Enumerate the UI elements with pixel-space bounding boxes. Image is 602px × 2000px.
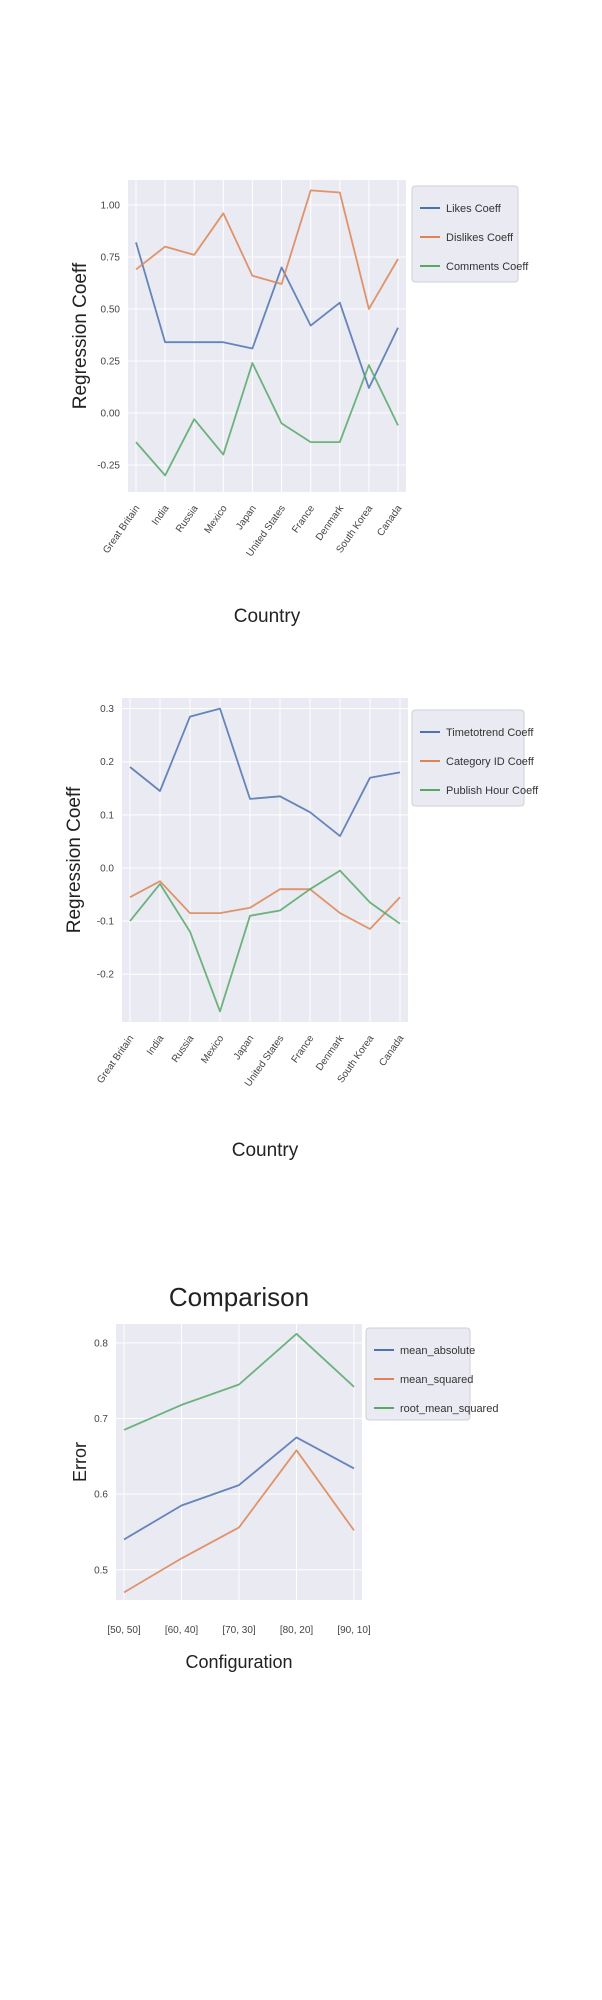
chart3-series-line-2 [123,1449,355,1594]
chart1-y-tick-label: 1.00 [101,200,121,211]
chart2-x-tick-label: Mexico [199,1033,226,1066]
chart1-y-tick-label: 0.50 [101,304,121,315]
chart1-x-tick-label: Japan [234,503,259,532]
chart3-y-tick-label: 0.5 [94,1565,108,1576]
chart1-y-axis-title: Regression Coeff [70,262,91,409]
chart2-x-tick-label: India [145,1033,167,1057]
chart1-x-tick-label: Great Britain [101,503,142,555]
chart2-x-tick-label: Canada [377,1033,406,1068]
chart2-x-tick-label: Japan [232,1033,257,1062]
chart2-x-tick-label: Denmark [314,1033,347,1073]
chart2-legend-label-2: Category ID Coeff [446,756,535,768]
chart1-legend-label-1: Likes Coeff [446,203,502,215]
chart3-y-axis-title: Error [70,1442,90,1482]
chart3-legend-label-2: mean_squared [400,1374,473,1386]
chart1-y-tick-label: 0.00 [101,408,121,419]
chart2-series-line-3 [129,869,401,1013]
chart3-x-tick-label: [60, 40] [165,1625,199,1636]
chart2-y-tick-label: 0.2 [100,757,114,768]
chart3-y-tick-label: 0.6 [94,1490,108,1501]
chart1-x-tick-label: Russia [174,503,201,535]
chart1-x-tick-label: Mexico [203,503,230,536]
chart2-y-tick-label: 0.0 [100,863,114,874]
chart2-x-tick-label: Russia [170,1033,197,1065]
chart3-x-tick-label: [70, 30] [222,1625,256,1636]
chart1-x-axis-title: Country [234,606,301,627]
chart1-series-line-2 [135,189,399,310]
chart3-x-tick-label: [80, 20] [280,1625,314,1636]
chart1-series-line-1 [135,242,399,389]
chart1-x-tick-label: Canada [375,503,404,538]
chart1-x-tick-label: India [150,503,172,527]
chart2-x-tick-label: Great Britain [95,1033,136,1085]
chart1-y-tick-label: 0.75 [101,252,121,263]
chart1-plot-area [128,180,406,492]
chart1-legend-box [411,185,519,283]
chart2-y-axis-title: Regression Coeff [64,786,85,933]
chart3-x-tick-label: [50, 50] [107,1625,141,1636]
chart2-series-line-2 [129,880,401,930]
chart1-legend-label-2: Dislikes Coeff [446,232,514,244]
chart2-x-tick-label: France [290,1033,317,1065]
chart3-y-tick-label: 0.7 [94,1414,108,1425]
chart2-plot-area [122,698,408,1022]
chart3-series-line-3 [123,1332,355,1431]
chart3-legend-label-1: mean_absolute [400,1345,475,1357]
chart1-series-line-3 [135,362,399,477]
chart3-x-tick-label: [90, 10] [337,1625,371,1636]
chart1-y-tick-label: 0.25 [101,356,121,367]
chart2-y-tick-label: -0.2 [97,970,115,981]
chart1-legend-label-3: Comments Coeff [446,261,529,273]
chart1-y-tick-label: -0.25 [97,460,120,471]
chart1-x-tick-label: France [290,503,317,535]
chart2-legend-label-1: Timetotrend Coeff [446,727,534,739]
chart2-legend-box [411,709,525,807]
chart3-chart-title: Comparison [169,1282,309,1312]
chart3-x-axis-title: Configuration [185,1652,292,1672]
chart2-series-line-1 [129,707,401,837]
chart2-y-tick-label: 0.3 [100,704,114,715]
chart3-y-tick-label: 0.8 [94,1338,108,1349]
chart2-y-tick-label: 0.1 [100,810,114,821]
chart2-x-axis-title: Country [232,1140,299,1161]
chart3-series-line-1 [123,1436,355,1541]
chart2-legend-label-3: Publish Hour Coeff [446,785,539,797]
chart2-y-tick-label: -0.1 [97,917,115,928]
chart3-legend-label-3: root_mean_squared [400,1403,498,1415]
